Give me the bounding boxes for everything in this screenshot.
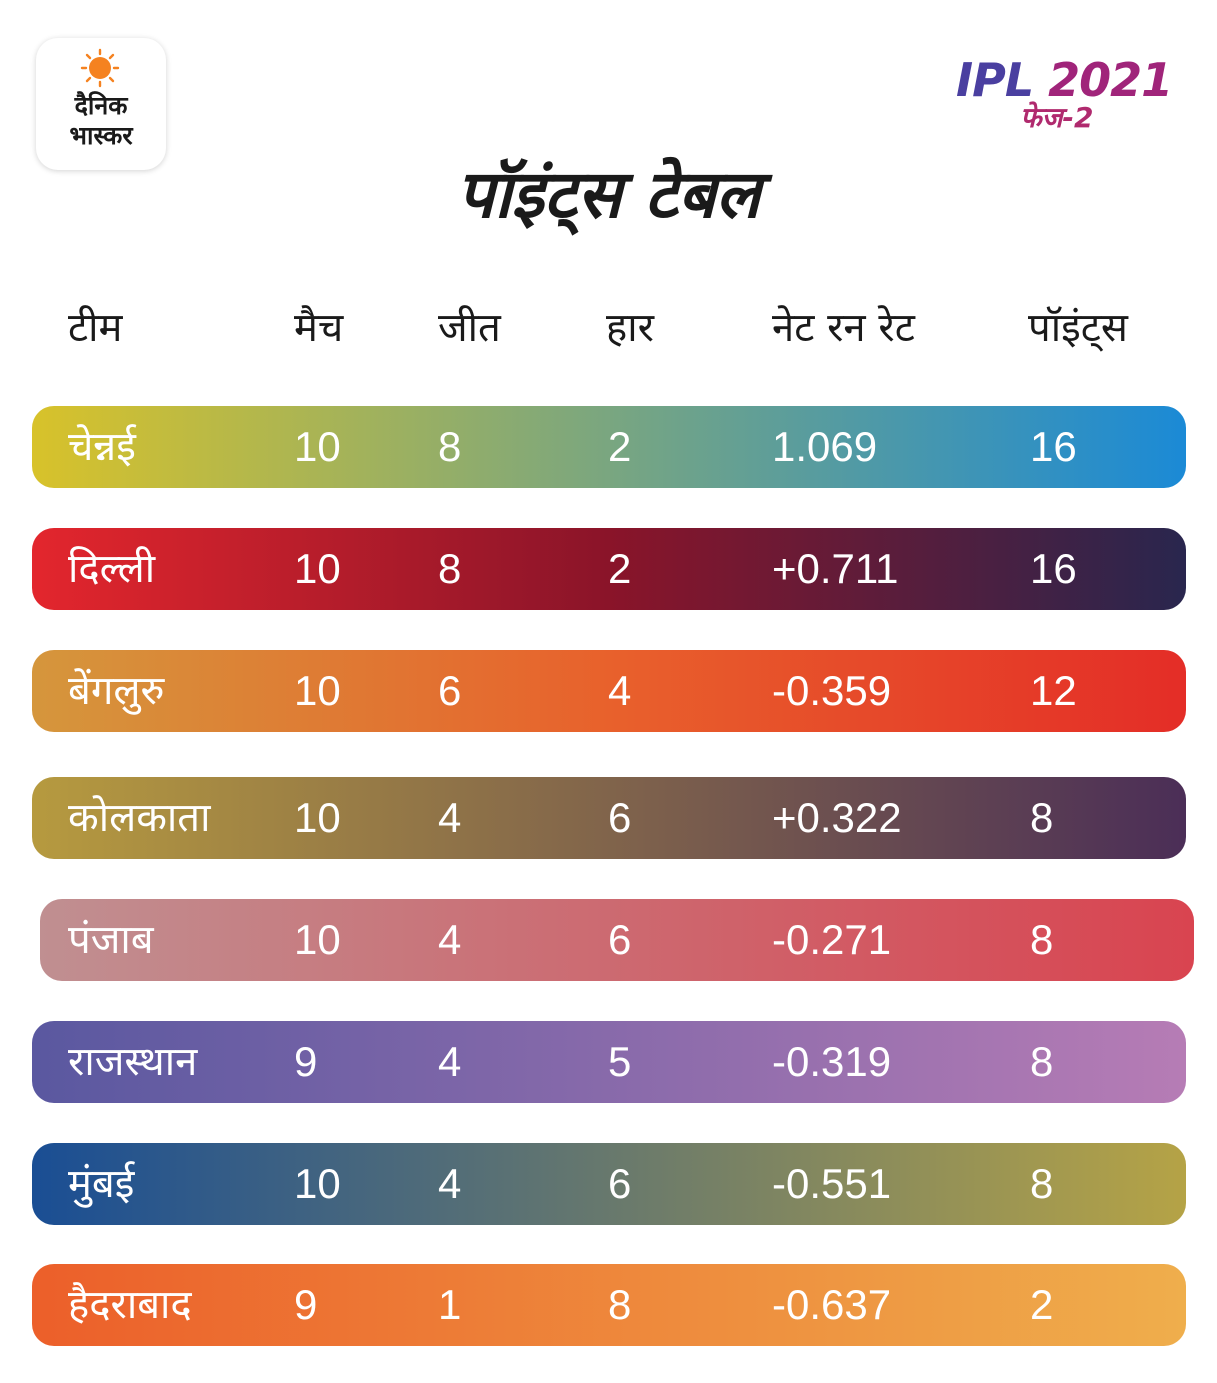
matches-value: 10	[294, 423, 341, 470]
ipl-label: IPL	[956, 53, 1034, 107]
lost-value: 8	[608, 1281, 632, 1328]
won-value: 4	[438, 1038, 462, 1085]
won-value: 4	[438, 1160, 462, 1207]
table-row: बेंगलुरु 10 6 4 -0.359 12	[32, 650, 1186, 732]
table-row: हैदराबाद 9 1 8 -0.637 2	[32, 1264, 1186, 1346]
points-value: 16	[1030, 423, 1077, 470]
header-nrr: नेट रन रेट	[772, 305, 915, 351]
nrr-value: -0.319	[772, 1038, 892, 1085]
won-value: 4	[438, 794, 462, 841]
header-lost: हार	[606, 305, 654, 351]
nrr-value: -0.637	[772, 1281, 892, 1328]
matches-value: 10	[294, 545, 341, 592]
team-name: कोलकाता	[68, 795, 211, 841]
nrr-value: +0.711	[772, 545, 899, 592]
nrr-value: -0.551	[772, 1160, 892, 1207]
page-title: पॉइंट्स टेबल	[456, 156, 761, 233]
matches-value: 10	[294, 794, 341, 841]
won-value: 8	[438, 423, 462, 470]
points-value: 8	[1030, 794, 1054, 841]
ipl-phase: फेज-2	[1020, 101, 1094, 134]
points-value: 2	[1030, 1281, 1054, 1328]
lost-value: 4	[608, 667, 632, 714]
lost-value: 6	[608, 1160, 632, 1207]
team-name: पंजाब	[68, 917, 154, 963]
matches-value: 10	[294, 1160, 341, 1207]
lost-value: 6	[608, 794, 632, 841]
points-value: 8	[1030, 916, 1054, 963]
table-row: चेन्नई 10 8 2 1.069 16	[32, 406, 1186, 488]
lost-value: 2	[608, 545, 632, 592]
lost-value: 5	[608, 1038, 632, 1085]
ipl-year: 2021	[1048, 53, 1173, 107]
nrr-value: -0.271	[772, 916, 892, 963]
brand-line-1: दैनिक	[74, 91, 128, 120]
nrr-value: +0.322	[772, 794, 902, 841]
won-value: 1	[438, 1281, 462, 1328]
points-value: 12	[1030, 667, 1077, 714]
matches-value: 9	[294, 1038, 318, 1085]
team-name: चेन्नई	[68, 424, 136, 470]
matches-value: 10	[294, 916, 341, 963]
ipl-badge: IPL 2021 फेज-2	[950, 52, 1173, 142]
team-name: राजस्थान	[68, 1039, 198, 1085]
team-name: बेंगलुरु	[68, 668, 165, 714]
table-row: राजस्थान 9 4 5 -0.319 8	[32, 1021, 1186, 1103]
lost-value: 2	[608, 423, 632, 470]
header-won: जीत	[438, 305, 501, 351]
team-name: मुंबई	[68, 1161, 135, 1207]
won-value: 4	[438, 916, 462, 963]
matches-value: 10	[294, 667, 341, 714]
team-name: दिल्ली	[68, 546, 156, 592]
won-value: 8	[438, 545, 462, 592]
won-value: 6	[438, 667, 462, 714]
table-row: दिल्ली 10 8 2 +0.711 16	[32, 528, 1186, 610]
ipl-title: IPL 2021	[956, 52, 1173, 108]
brand-line-2: भास्कर	[69, 121, 133, 150]
table-row: मुंबई 10 4 6 -0.551 8	[32, 1143, 1186, 1225]
table-row: कोलकाता 10 4 6 +0.322 8	[32, 777, 1186, 859]
dainik-bhaskar-logo: दैनिक भास्कर	[36, 38, 166, 170]
header-matches: मैच	[294, 305, 344, 351]
lost-value: 6	[608, 916, 632, 963]
team-name: हैदराबाद	[68, 1282, 192, 1328]
header-points: पॉइंट्स	[1028, 305, 1128, 351]
header-team: टीम	[68, 305, 123, 351]
points-value: 8	[1030, 1038, 1054, 1085]
nrr-value: -0.359	[772, 667, 892, 714]
points-value: 16	[1030, 545, 1077, 592]
matches-value: 9	[294, 1281, 318, 1328]
table-row: पंजाब 10 4 6 -0.271 8	[40, 899, 1194, 981]
nrr-value: 1.069	[772, 423, 878, 470]
points-value: 8	[1030, 1160, 1054, 1207]
sun-icon	[80, 48, 120, 88]
